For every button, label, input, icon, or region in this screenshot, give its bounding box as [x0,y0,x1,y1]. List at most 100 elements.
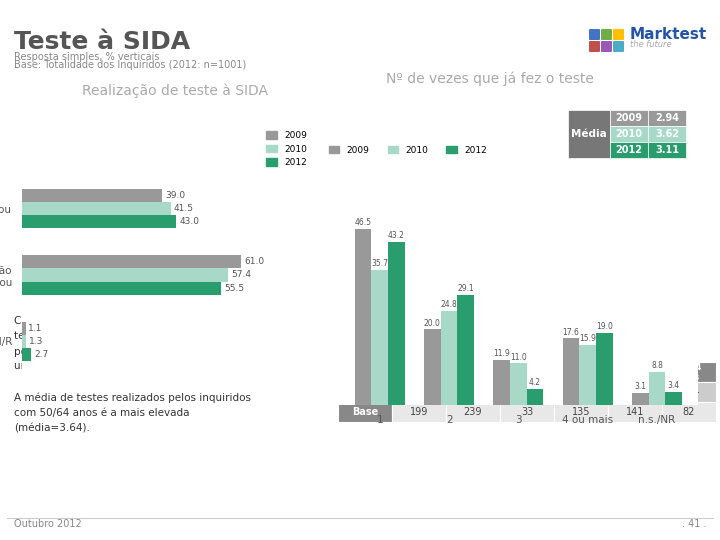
Text: Realização de teste à SIDA: Realização de teste à SIDA [82,84,268,98]
Text: 50/64
anos: 50/64 anos [676,362,702,382]
Text: 11.0: 11.0 [510,353,527,362]
FancyBboxPatch shape [648,110,686,126]
Text: 29.1: 29.1 [457,284,474,293]
Text: 57.4: 57.4 [231,271,251,280]
Bar [563,339,580,405]
Text: 20.0: 20.0 [424,319,441,327]
Text: Outubro 2012: Outubro 2012 [14,519,82,529]
Bar [22,188,162,202]
Text: Base: Inquiridos que já fizeram o teste à SIDA (n=438): Base: Inquiridos que já fizeram o teste … [340,350,588,359]
Bar [22,348,32,361]
FancyBboxPatch shape [662,402,716,422]
Text: 4.2: 4.2 [529,378,541,387]
Bar [632,393,649,405]
Text: 239: 239 [464,407,482,417]
FancyBboxPatch shape [589,29,600,40]
FancyBboxPatch shape [662,382,716,402]
Bar [493,360,510,405]
FancyBboxPatch shape [610,126,648,142]
FancyBboxPatch shape [446,402,500,422]
Text: 2009: 2009 [616,113,642,123]
Bar [665,392,682,405]
FancyBboxPatch shape [392,382,446,402]
Text: 39.0: 39.0 [165,191,185,200]
FancyBboxPatch shape [608,362,662,382]
Text: 1.3: 1.3 [29,337,43,346]
FancyBboxPatch shape [554,382,608,402]
Text: 82: 82 [683,407,696,417]
FancyBboxPatch shape [500,362,554,382]
Text: 3.4: 3.4 [667,381,680,390]
Text: 199: 199 [410,407,428,417]
Text: Nº de vezes que já fez o teste: Nº de vezes que já fez o teste [386,72,594,86]
Text: 20/24
anos: 20/24 anos [568,362,594,382]
Text: the future: the future [630,40,672,49]
Text: 3,12: 3,12 [624,387,646,397]
Text: 2.7: 2.7 [34,350,48,359]
Text: 1.1: 1.1 [29,323,42,333]
Text: 2.94: 2.94 [655,113,679,123]
Text: 25/49
anos: 25/49 anos [622,362,648,382]
Bar [527,389,544,405]
FancyBboxPatch shape [601,29,612,40]
Bar [580,345,596,405]
FancyBboxPatch shape [500,402,554,422]
Text: Fem: Fem [463,368,483,376]
Text: Base: Base [352,407,378,417]
Text: 2010: 2010 [616,129,642,139]
Text: 15/19
anos: 15/19 anos [514,362,540,382]
Bar [22,202,171,215]
FancyBboxPatch shape [608,402,662,422]
Text: Cerca de 44% dos inquiridos já realizaram um
teste à SIDA. A média de testes rea: Cerca de 44% dos inquiridos já realizara… [14,315,255,434]
Bar [649,372,665,405]
Bar [596,333,613,405]
Text: 43.2: 43.2 [388,231,405,240]
Bar [22,268,228,282]
Bar [22,215,176,228]
FancyBboxPatch shape [608,382,662,402]
Text: 33: 33 [521,407,533,417]
FancyBboxPatch shape [613,29,624,40]
Text: 15.9: 15.9 [580,334,596,343]
Text: Média: Média [571,129,607,139]
Text: 2012: 2012 [354,368,377,376]
Bar [22,282,222,295]
Text: Masc: Masc [407,368,431,376]
Bar [510,363,527,405]
Text: 24.8: 24.8 [441,300,457,309]
Text: Resposta simples, % verticais: Resposta simples, % verticais [340,342,474,351]
Text: 3,64: 3,64 [678,387,700,397]
FancyBboxPatch shape [338,382,392,402]
FancyBboxPatch shape [648,126,686,142]
Text: 2012: 2012 [616,145,642,155]
FancyBboxPatch shape [554,402,608,422]
Text: Teste à SIDA: Teste à SIDA [14,30,190,54]
FancyBboxPatch shape [500,382,554,402]
FancyBboxPatch shape [613,41,624,52]
Text: 43.0: 43.0 [179,217,199,226]
Bar [22,335,26,348]
Text: 3.1: 3.1 [634,382,647,392]
Text: Marktest: Marktest [630,27,707,42]
FancyBboxPatch shape [446,362,500,382]
Bar [22,255,241,268]
Bar [441,311,457,405]
Text: 17.6: 17.6 [562,328,580,336]
Text: 61.0: 61.0 [244,257,264,266]
FancyBboxPatch shape [610,142,648,158]
FancyBboxPatch shape [610,110,648,126]
FancyBboxPatch shape [446,382,500,402]
FancyBboxPatch shape [392,402,446,422]
Text: 11.9: 11.9 [493,349,510,358]
FancyBboxPatch shape [554,362,608,382]
Bar [457,295,474,405]
Text: Base: Totalidade dos Inquiridos (2012: n=1001): Base: Totalidade dos Inquiridos (2012: n… [14,60,246,70]
FancyBboxPatch shape [568,110,610,158]
Text: Nº médio testes
realizados: Nº médio testes realizados [330,382,400,402]
Text: 135: 135 [572,407,590,417]
Bar [372,270,388,405]
Bar [22,321,26,335]
FancyBboxPatch shape [662,362,716,382]
FancyBboxPatch shape [601,41,612,52]
FancyBboxPatch shape [338,362,392,382]
